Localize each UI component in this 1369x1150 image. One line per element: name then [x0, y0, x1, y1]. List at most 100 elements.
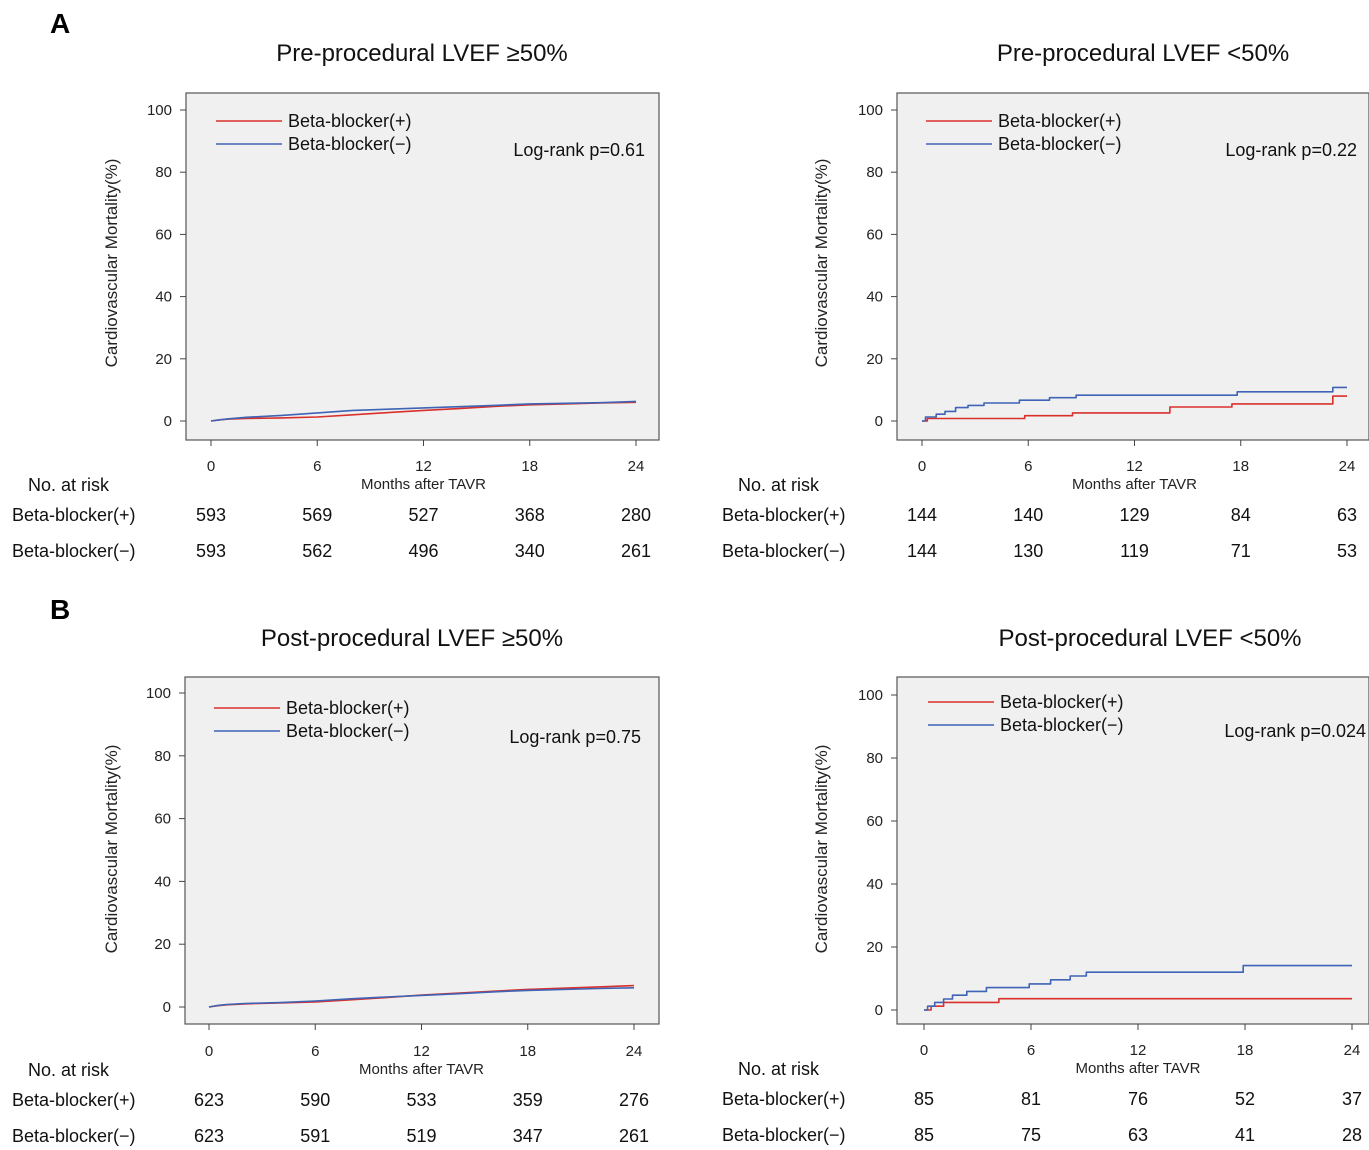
series-line-beta-blocker-plus: [922, 395, 1347, 422]
risk-value: 71: [1231, 541, 1251, 561]
x-tick-label: 18: [521, 458, 538, 475]
x-tick-label: 6: [311, 1043, 319, 1060]
x-axis-label: Months after TAVR: [359, 1061, 484, 1078]
risk-value: 81: [1021, 1089, 1041, 1109]
y-tick-label: 20: [866, 939, 883, 956]
risk-value: 593: [196, 505, 226, 525]
legend-label: Beta-blocker(−): [286, 721, 410, 741]
x-tick-label: 18: [1232, 458, 1249, 475]
y-tick-label: 0: [875, 1002, 883, 1019]
chart-panel-1: Pre-procedural LVEF ≥50% 0 20 40 60 80 100 0 6 12…: [12, 40, 660, 561]
risk-value: 590: [300, 1090, 330, 1110]
risk-value: 261: [621, 541, 651, 561]
risk-value: 591: [300, 1126, 330, 1146]
risk-row-label: Beta-blocker(−): [12, 1126, 136, 1146]
risk-value: 562: [302, 541, 332, 561]
y-tick-label: 80: [155, 164, 172, 181]
risk-value: 496: [408, 541, 438, 561]
series-line-beta-blocker-minus: [922, 386, 1347, 422]
risk-value: 63: [1128, 1125, 1148, 1145]
x-tick-label: 12: [1130, 1042, 1147, 1059]
legend-label: Beta-blocker(+): [288, 111, 412, 131]
panel-label-b: B: [50, 594, 70, 625]
y-tick-label: 60: [866, 813, 883, 830]
risk-value: 347: [513, 1126, 543, 1146]
x-tick-label: 6: [313, 458, 321, 475]
risk-row-label: Beta-blocker(+): [722, 1089, 846, 1109]
y-tick-label: 0: [164, 413, 172, 430]
risk-value: 76: [1128, 1089, 1148, 1109]
y-tick-label: 40: [866, 876, 883, 893]
risk-value: 527: [408, 505, 438, 525]
panel-label-a: A: [50, 8, 70, 39]
legend-label: Beta-blocker(−): [998, 134, 1122, 154]
log-rank-annotation: Log-rank p=0.22: [1225, 140, 1357, 160]
x-tick-label: 24: [628, 458, 645, 475]
risk-value: 623: [194, 1090, 224, 1110]
y-tick-label: 80: [866, 750, 883, 767]
risk-value: 84: [1231, 505, 1251, 525]
y-tick-label: 80: [154, 748, 171, 765]
risk-value: 119: [1120, 541, 1149, 561]
y-axis-label: Cardiovascular Mortality(%): [812, 159, 831, 368]
x-tick-label: 0: [918, 458, 926, 475]
x-tick-label: 6: [1027, 1042, 1035, 1059]
risk-value: 28: [1342, 1125, 1362, 1145]
series-line-beta-blocker-minus: [208, 987, 635, 1008]
log-rank-annotation: Log-rank p=0.75: [509, 727, 641, 747]
risk-value: 41: [1235, 1125, 1255, 1145]
series-line-beta-blocker-plus: [924, 997, 1352, 1011]
x-tick-label: 0: [207, 458, 215, 475]
y-tick-label: 0: [163, 999, 171, 1016]
risk-value: 280: [621, 505, 651, 525]
plot-area: [896, 92, 1369, 441]
x-tick-label: 12: [1126, 458, 1143, 475]
y-tick-label: 20: [154, 936, 171, 953]
risk-table-header: No. at risk: [738, 1059, 820, 1079]
risk-row-label: Beta-blocker(−): [722, 1125, 846, 1145]
y-tick-label: 100: [858, 102, 883, 119]
risk-value: 144: [907, 505, 937, 525]
x-tick-label: 6: [1024, 458, 1032, 475]
risk-value: 623: [194, 1126, 224, 1146]
plot-area: [185, 92, 660, 441]
x-tick-label: 18: [1237, 1042, 1254, 1059]
y-tick-label: 100: [858, 687, 883, 704]
risk-value: 75: [1021, 1125, 1041, 1145]
y-tick-label: 0: [875, 413, 883, 430]
chart-panel-4: Post-procedural LVEF <50% 0 20 40 60 80 100 0 6 1…: [722, 625, 1369, 1145]
risk-value: 129: [1119, 505, 1149, 525]
risk-row-label: Beta-blocker(+): [722, 505, 846, 525]
risk-table-header: No. at risk: [28, 475, 110, 495]
legend-label: Beta-blocker(+): [1000, 692, 1124, 712]
risk-value: 261: [619, 1126, 649, 1146]
x-axis-label: Months after TAVR: [1075, 1060, 1200, 1077]
legend-label: Beta-blocker(+): [998, 111, 1122, 131]
chart-title: Post-procedural LVEF <50%: [998, 625, 1301, 652]
x-tick-label: 18: [519, 1043, 536, 1060]
risk-value: 37: [1342, 1089, 1362, 1109]
legend-label: Beta-blocker(+): [286, 698, 410, 718]
risk-value: 519: [406, 1126, 436, 1146]
series-line-beta-blocker-minus: [210, 400, 637, 422]
risk-row-label: Beta-blocker(−): [12, 541, 136, 561]
risk-value: 53: [1337, 541, 1357, 561]
chart-title: Pre-procedural LVEF ≥50%: [276, 40, 568, 67]
log-rank-annotation: Log-rank p=0.024: [1224, 721, 1366, 741]
y-tick-label: 40: [866, 289, 883, 306]
y-axis-label: Cardiovascular Mortality(%): [102, 745, 121, 954]
series-line-beta-blocker-minus: [924, 964, 1352, 1011]
chart-title: Pre-procedural LVEF <50%: [997, 40, 1289, 67]
y-tick-label: 60: [155, 226, 172, 243]
risk-row-label: Beta-blocker(−): [722, 541, 846, 561]
chart-panel-2: Pre-procedural LVEF <50% 0 20 40 60 80 100 0 6 12…: [722, 40, 1369, 561]
y-axis-label: Cardiovascular Mortality(%): [812, 745, 831, 954]
risk-value: 533: [406, 1090, 436, 1110]
risk-row-label: Beta-blocker(+): [12, 1090, 136, 1110]
risk-value: 144: [907, 541, 937, 561]
y-axis-label: Cardiovascular Mortality(%): [102, 159, 121, 368]
y-tick-label: 80: [866, 164, 883, 181]
risk-table-header: No. at risk: [738, 475, 820, 495]
risk-value: 368: [515, 505, 545, 525]
